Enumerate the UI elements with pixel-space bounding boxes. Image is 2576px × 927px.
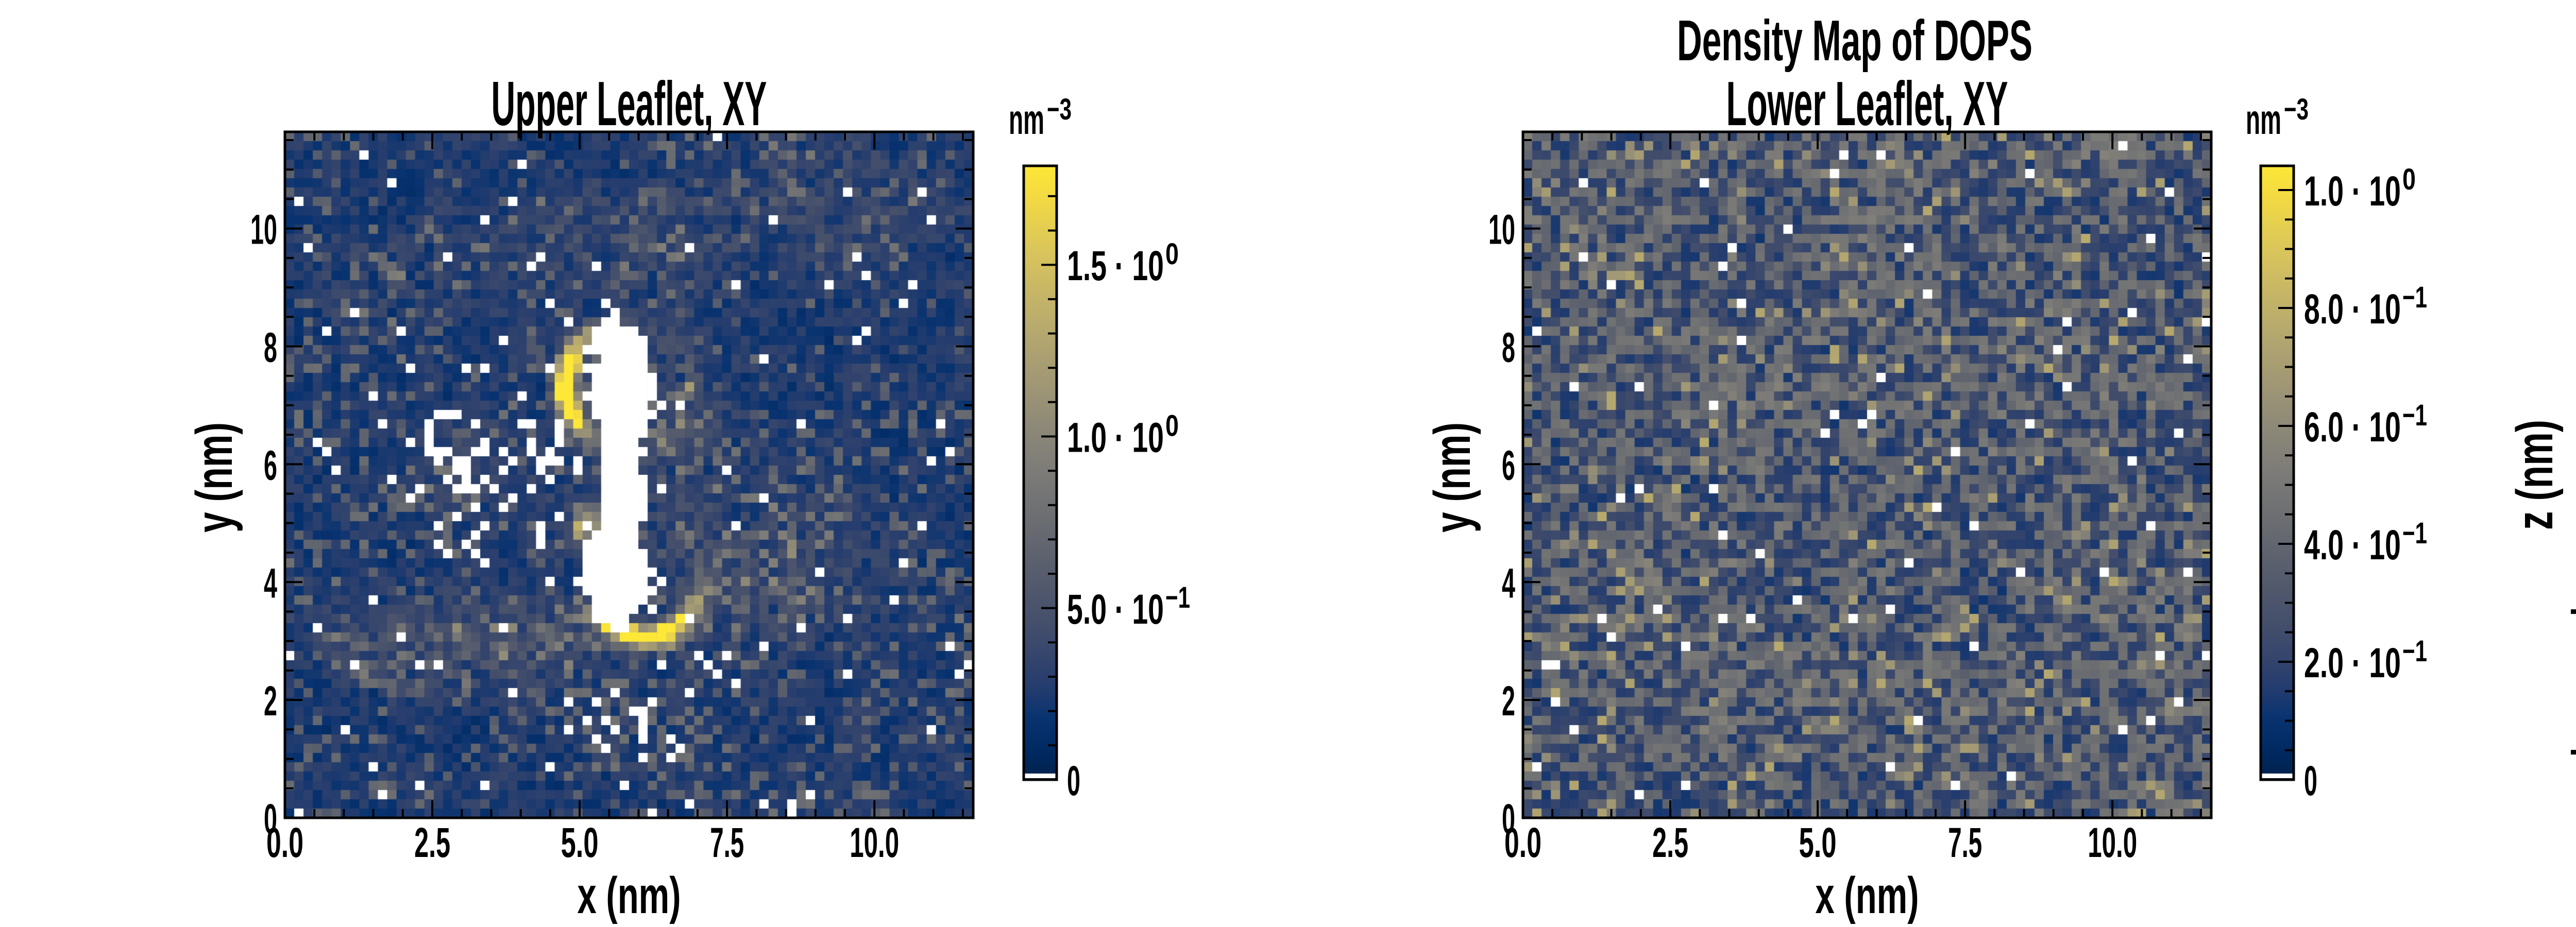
svg-text:0: 0 xyxy=(1165,409,1179,443)
svg-text:−4: −4 xyxy=(2570,729,2576,776)
svg-text:4.0 · 10: 4.0 · 10 xyxy=(2304,522,2401,569)
svg-text:4: 4 xyxy=(1502,560,1515,607)
svg-text:8: 8 xyxy=(264,324,277,371)
svg-text:2.5: 2.5 xyxy=(414,819,450,866)
svg-text:0: 0 xyxy=(2304,758,2317,804)
svg-text:Lower Leaflet, XY: Lower Leaflet, XY xyxy=(1726,68,2008,139)
svg-text:0: 0 xyxy=(264,796,277,843)
svg-text:−1: −1 xyxy=(1165,581,1190,614)
svg-text:10.0: 10.0 xyxy=(2088,819,2137,866)
svg-text:6: 6 xyxy=(1502,442,1515,489)
svg-text:8.0 · 10: 8.0 · 10 xyxy=(2304,286,2401,333)
svg-text:Density Map of DOPS: Density Map of DOPS xyxy=(1677,9,2032,73)
svg-text:y (nm): y (nm) xyxy=(1423,422,1481,533)
svg-text:0.0: 0.0 xyxy=(1504,819,1541,866)
svg-text:1.5 · 10: 1.5 · 10 xyxy=(1067,243,1164,289)
svg-text:8: 8 xyxy=(1502,324,1515,371)
svg-text:1.0 · 10: 1.0 · 10 xyxy=(2304,168,2401,215)
svg-text:6: 6 xyxy=(264,442,277,489)
svg-text:0: 0 xyxy=(1502,796,1515,843)
svg-text:10: 10 xyxy=(250,207,277,253)
svg-text:nm: nm xyxy=(2246,96,2281,143)
svg-text:7.5: 7.5 xyxy=(1948,819,1982,866)
svg-text:−2: −2 xyxy=(2570,588,2576,635)
svg-text:y (nm): y (nm) xyxy=(185,422,243,533)
svg-text:0: 0 xyxy=(1067,758,1080,804)
svg-text:0: 0 xyxy=(2402,163,2416,196)
svg-text:10: 10 xyxy=(1488,207,1515,253)
svg-text:nm: nm xyxy=(1009,96,1044,143)
svg-text:2.0 · 10: 2.0 · 10 xyxy=(2304,640,2401,686)
svg-text:4: 4 xyxy=(264,560,277,607)
svg-text:0.0: 0.0 xyxy=(266,819,303,866)
svg-text:2: 2 xyxy=(1502,678,1515,725)
svg-text:0: 0 xyxy=(1165,237,1179,271)
svg-text:x (nm): x (nm) xyxy=(578,867,681,924)
svg-text:6.0 · 10: 6.0 · 10 xyxy=(2304,404,2401,451)
svg-text:−1: −1 xyxy=(2402,281,2427,314)
svg-text:z (nm): z (nm) xyxy=(2506,420,2564,530)
svg-text:1.0 · 10: 1.0 · 10 xyxy=(1067,415,1164,461)
svg-text:2.5: 2.5 xyxy=(1652,819,1688,866)
svg-text:Upper Leaflet, XY: Upper Leaflet, XY xyxy=(492,68,767,139)
svg-text:5.0 · 10: 5.0 · 10 xyxy=(1067,586,1164,633)
svg-text:−3: −3 xyxy=(1047,93,1072,126)
svg-text:10.0: 10.0 xyxy=(850,819,899,866)
svg-text:−1: −1 xyxy=(2402,517,2427,550)
svg-text:−3: −3 xyxy=(2284,93,2309,126)
svg-text:x (nm): x (nm) xyxy=(1816,867,1919,924)
svg-text:7.5: 7.5 xyxy=(710,819,744,866)
svg-text:5.0: 5.0 xyxy=(561,819,599,866)
svg-text:2: 2 xyxy=(264,678,277,725)
svg-text:−1: −1 xyxy=(2402,634,2427,668)
svg-text:−1: −1 xyxy=(2402,399,2427,432)
svg-text:5.0: 5.0 xyxy=(1799,819,1837,866)
